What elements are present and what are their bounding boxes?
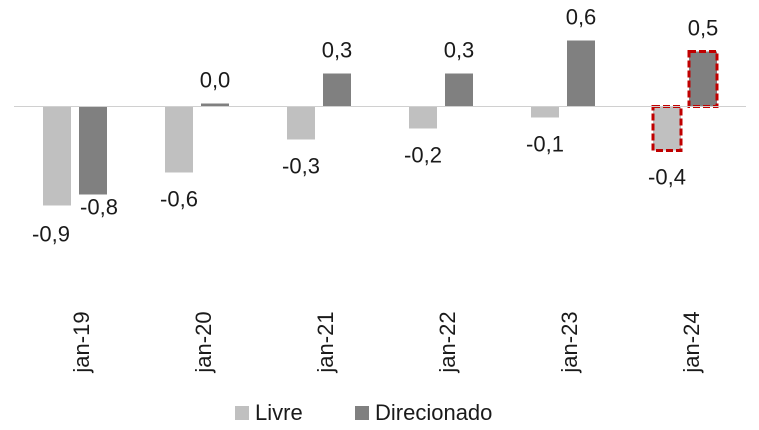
data-label: -0,4 [648, 165, 686, 190]
x-tick-label: jan-20 [191, 311, 216, 373]
bar-direcionado-jan-20 [201, 103, 229, 107]
bars [43, 40, 719, 206]
legend-label-livre: Livre [255, 400, 303, 425]
bar-livre-jan-20 [165, 106, 193, 173]
x-tick-label: jan-24 [679, 311, 704, 373]
data-label: 0,0 [200, 68, 231, 93]
data-label: -0,2 [404, 143, 442, 168]
x-tick-label: jan-22 [435, 311, 460, 373]
data-label: 0,5 [688, 16, 719, 41]
legend: Livre Direcionado [235, 400, 492, 425]
data-label: -0,8 [80, 195, 118, 220]
data-labels: -0,9 -0,8 -0,6 0,0 -0,3 0,3 -0,2 0,3 -0,1 0,6 -0,4… [32, 5, 718, 247]
data-label: -0,6 [160, 187, 198, 212]
bar-direcionado-jan-24 [687, 50, 719, 108]
data-label: -0,1 [526, 132, 564, 157]
x-tick-label: jan-19 [69, 311, 94, 373]
data-label: -0,9 [32, 222, 70, 247]
legend-label-direcionado: Direcionado [375, 400, 492, 425]
bar-livre-jan-21 [287, 106, 315, 140]
bar-direcionado-jan-21 [323, 73, 351, 107]
legend-swatch-livre [235, 406, 249, 420]
bar-direcionado-jan-22 [445, 73, 473, 107]
bar-direcionado-jan-23 [567, 40, 595, 107]
x-tick-labels: jan-19 jan-20 jan-21 jan-22 jan-23 jan-24 [69, 311, 704, 373]
bar-livre-jan-19 [43, 106, 71, 206]
bar-direcionado-jan-19 [79, 106, 107, 195]
bar-livre-jan-22 [409, 106, 437, 129]
data-label: 0,6 [566, 5, 597, 30]
x-tick-label: jan-23 [557, 311, 582, 373]
data-label: 0,3 [444, 38, 475, 63]
data-label: -0,3 [282, 154, 320, 179]
x-tick-label: jan-21 [313, 311, 338, 373]
bar-livre-jan-24 [651, 105, 683, 152]
data-label: 0,3 [322, 38, 353, 63]
legend-swatch-direcionado [355, 406, 369, 420]
bar-livre-jan-23 [531, 106, 559, 118]
